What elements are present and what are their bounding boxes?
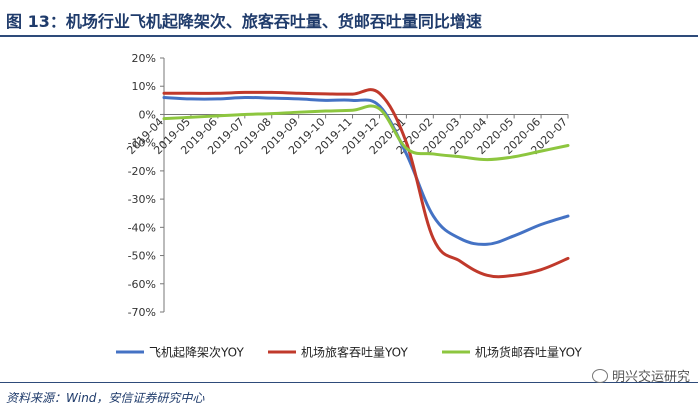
y-tick-label: -60% [128, 278, 156, 291]
source-note: 资料来源：Wind，安信证券研究中心 [6, 391, 205, 405]
y-tick-label: 20% [132, 52, 156, 65]
y-tick-label: -50% [128, 250, 156, 263]
series-line-1 [162, 95, 570, 246]
wechat-icon [591, 368, 608, 383]
y-tick-label: -40% [128, 221, 156, 234]
y-tick-label: 0% [139, 108, 156, 121]
y-tick-label: 10% [132, 80, 156, 93]
figure-title: 图 13：机场行业飞机起降架次、旅客吞吐量、货邮吞吐量同比增速 [6, 12, 482, 31]
legend-label-3: 机场货邮吞吐量YOY [475, 345, 582, 360]
series-line-2 [162, 88, 570, 279]
y-tick-label: -20% [128, 165, 156, 178]
legend-label-1: 飞机起降架次YOY [149, 346, 244, 360]
watermark-text: 明兴交运研究 [611, 370, 690, 385]
y-tick-label: -10% [128, 137, 156, 150]
title-rule [0, 35, 698, 37]
y-tick-label: -30% [128, 193, 156, 206]
legend-label-2: 机场旅客吞吐量YOY [301, 345, 408, 360]
watermark: 明兴交运研究 [591, 366, 690, 385]
series-line-3 [162, 104, 570, 162]
footer-rule [0, 382, 698, 383]
y-tick-label: -70% [128, 306, 156, 319]
